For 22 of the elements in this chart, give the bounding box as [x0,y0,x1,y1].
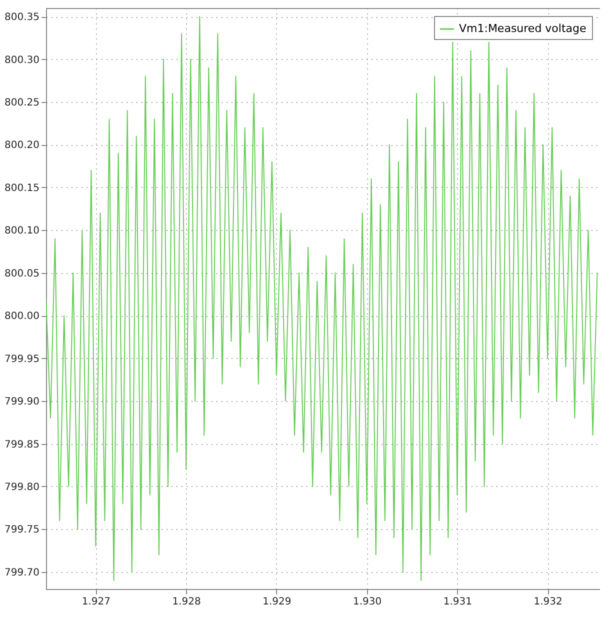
x-tick-label: 1.928 [172,596,201,608]
y-tick-label: 799.85 [4,439,40,450]
y-tick-label: 799.80 [4,482,40,493]
y-tick-label: 799.95 [4,354,40,365]
y-tick-label: 800.10 [4,226,40,237]
line-series [46,16,598,581]
x-tick-label: 1.930 [353,596,382,608]
x-tick-label: 1.929 [262,596,292,608]
x-tick-label: 1.927 [82,596,111,608]
y-tick-label: 800.00 [4,311,40,322]
legend-label: Vm1:Measured voltage [459,22,587,35]
y-tick-label: 799.70 [4,567,40,578]
x-tick-label: 1.931 [443,596,472,608]
x-tick-label: 1.932 [534,596,562,608]
y-tick-label: 799.75 [4,524,40,536]
y-tick-label: 799.90 [4,396,40,408]
y-tick-label: 800.25 [4,97,40,108]
y-tick-label: 800.30 [4,54,40,66]
y-tick-label: 800.05 [4,268,40,280]
y-tick-label: 800.20 [4,140,40,152]
y-tick-label: 800.15 [4,182,40,194]
y-tick-label: 800.35 [4,12,40,24]
